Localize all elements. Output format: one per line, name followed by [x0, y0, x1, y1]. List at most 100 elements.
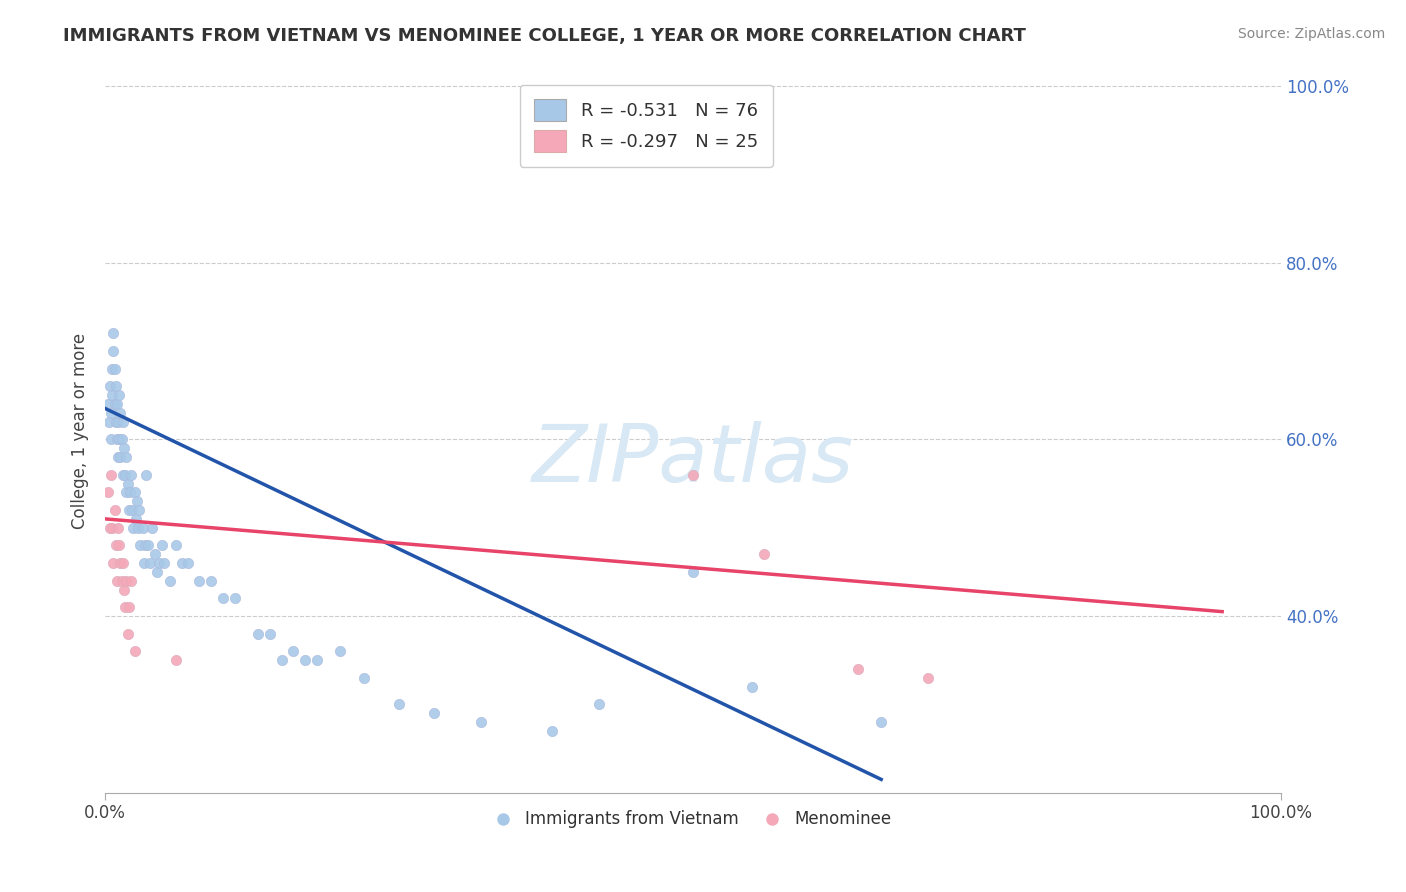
Point — [541, 723, 564, 738]
Point — [100, 433, 122, 447]
Point — [124, 485, 146, 500]
Text: ZIPatlas: ZIPatlas — [531, 420, 855, 499]
Point — [107, 450, 129, 464]
Point — [125, 512, 148, 526]
Point — [682, 565, 704, 579]
Point — [115, 574, 138, 588]
Y-axis label: College, 1 year or more: College, 1 year or more — [72, 333, 89, 529]
Point — [200, 574, 222, 588]
Legend: Immigrants from Vietnam, Menominee: Immigrants from Vietnam, Menominee — [488, 804, 897, 835]
Point — [104, 538, 127, 552]
Point — [135, 467, 157, 482]
Point — [110, 450, 132, 464]
Point — [118, 485, 141, 500]
Point — [741, 680, 763, 694]
Point — [127, 521, 149, 535]
Point — [270, 653, 292, 667]
Point — [470, 714, 492, 729]
Point — [124, 644, 146, 658]
Point — [117, 476, 139, 491]
Point — [108, 433, 131, 447]
Point — [103, 556, 125, 570]
Point — [146, 565, 169, 579]
Point — [107, 521, 129, 535]
Point — [139, 556, 162, 570]
Point — [107, 415, 129, 429]
Point — [134, 538, 156, 552]
Point — [132, 556, 155, 570]
Point — [111, 556, 134, 570]
Point — [159, 574, 181, 588]
Point — [148, 556, 170, 570]
Point — [103, 326, 125, 341]
Point — [111, 467, 134, 482]
Point — [112, 442, 135, 456]
Point — [108, 388, 131, 402]
Point — [259, 626, 281, 640]
Point — [118, 503, 141, 517]
Point — [101, 388, 124, 402]
Point — [132, 521, 155, 535]
Text: IMMIGRANTS FROM VIETNAM VS MENOMINEE COLLEGE, 1 YEAR OR MORE CORRELATION CHART: IMMIGRANTS FROM VIETNAM VS MENOMINEE COL… — [63, 27, 1026, 45]
Point — [141, 521, 163, 535]
Point — [143, 547, 166, 561]
Point — [115, 450, 138, 464]
Point — [165, 538, 187, 552]
Point — [104, 503, 127, 517]
Point — [98, 379, 121, 393]
Point — [125, 494, 148, 508]
Point — [120, 574, 142, 588]
Point — [118, 600, 141, 615]
Point — [353, 671, 375, 685]
Point — [136, 538, 159, 552]
Point — [388, 698, 411, 712]
Point — [188, 574, 211, 588]
Point — [111, 574, 134, 588]
Point — [101, 521, 124, 535]
Point — [247, 626, 270, 640]
Point — [283, 644, 305, 658]
Point — [105, 574, 128, 588]
Point — [423, 706, 446, 721]
Point — [165, 653, 187, 667]
Point — [100, 406, 122, 420]
Point — [329, 644, 352, 658]
Point — [105, 433, 128, 447]
Point — [224, 591, 246, 606]
Point — [153, 556, 176, 570]
Point — [112, 582, 135, 597]
Point — [128, 503, 150, 517]
Point — [294, 653, 316, 667]
Point — [98, 521, 121, 535]
Point — [97, 485, 120, 500]
Point — [120, 467, 142, 482]
Point — [100, 467, 122, 482]
Point — [105, 397, 128, 411]
Point — [110, 406, 132, 420]
Point — [870, 714, 893, 729]
Point — [104, 397, 127, 411]
Text: Source: ZipAtlas.com: Source: ZipAtlas.com — [1237, 27, 1385, 41]
Point — [115, 485, 138, 500]
Point — [110, 556, 132, 570]
Point — [97, 415, 120, 429]
Point — [122, 521, 145, 535]
Point — [305, 653, 328, 667]
Point — [170, 556, 193, 570]
Point — [682, 467, 704, 482]
Point — [111, 415, 134, 429]
Point — [104, 379, 127, 393]
Point — [111, 433, 134, 447]
Point — [104, 415, 127, 429]
Point — [846, 662, 869, 676]
Point — [176, 556, 198, 570]
Point — [150, 538, 173, 552]
Point — [588, 698, 610, 712]
Point — [97, 397, 120, 411]
Point — [129, 538, 152, 552]
Point — [917, 671, 939, 685]
Point — [211, 591, 233, 606]
Point — [114, 467, 136, 482]
Point — [104, 361, 127, 376]
Point — [108, 538, 131, 552]
